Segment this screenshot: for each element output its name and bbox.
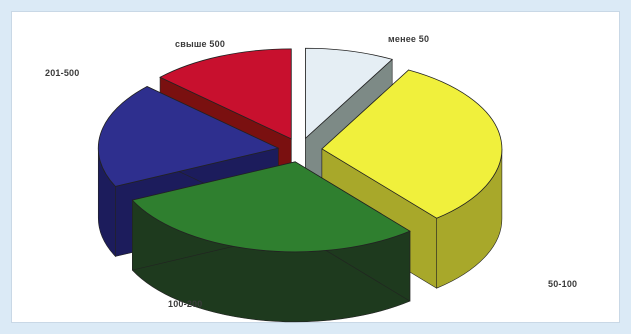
slice-label-1: 50-100 [548, 279, 577, 289]
slice-label-3: 201-500 [45, 68, 79, 78]
slice-label-4: свыше 500 [175, 39, 225, 49]
pie-slice-3 [97, 86, 280, 187]
pie-slice-2 [131, 161, 411, 253]
slice-label-2: 100-200 [168, 299, 202, 309]
slice-label-0: менее 50 [388, 34, 429, 44]
pie-slice-4 [159, 48, 292, 140]
pie-slice-0 [305, 47, 393, 140]
pie-slice-1 [321, 69, 503, 219]
